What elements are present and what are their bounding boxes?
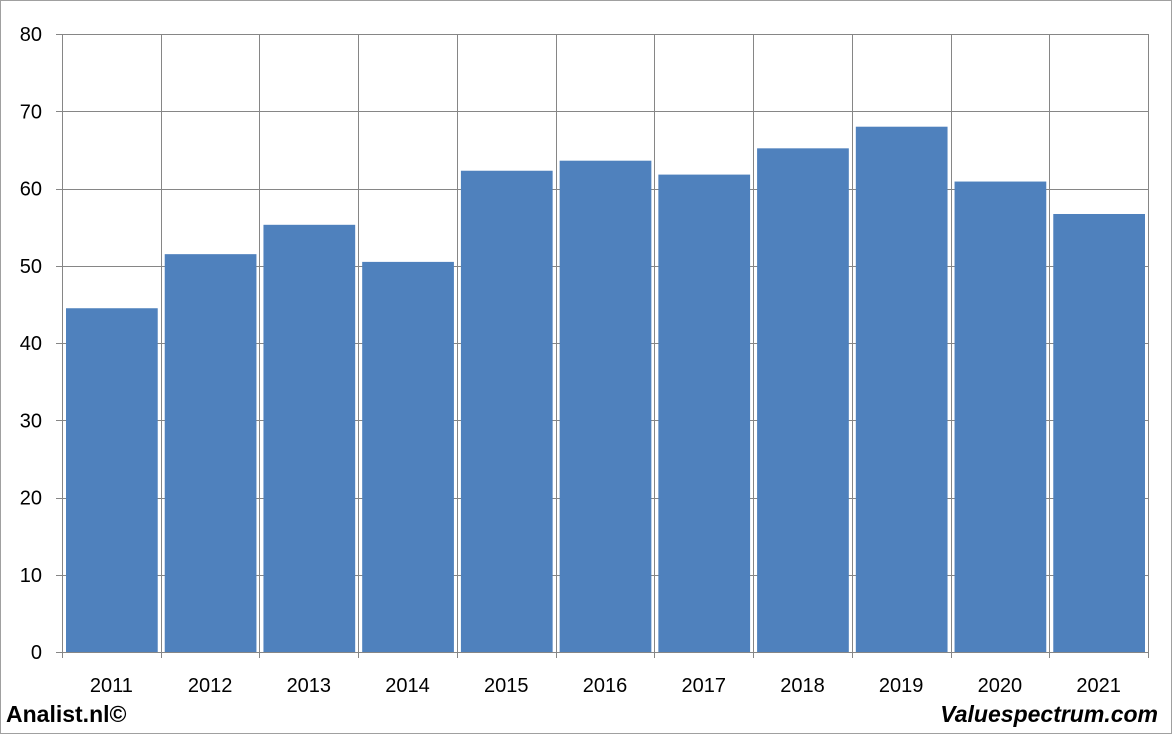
y-tick-label: 80 bbox=[20, 24, 42, 46]
bar-2015 bbox=[460, 170, 553, 653]
bar-2013 bbox=[263, 224, 356, 652]
bar-2012 bbox=[164, 254, 257, 652]
x-tick-label: 2017 bbox=[681, 675, 726, 697]
bar-2020 bbox=[954, 181, 1047, 653]
y-tick-label: 10 bbox=[20, 565, 42, 587]
bar-2021 bbox=[1053, 213, 1145, 652]
y-tick-label: 0 bbox=[31, 642, 42, 664]
y-tick-label: 40 bbox=[20, 333, 42, 355]
x-tick-label: 2011 bbox=[90, 675, 133, 697]
y-tick-labels: 0 10 20 30 40 50 60 70 80 bbox=[20, 24, 42, 664]
x-tick-label: 2014 bbox=[385, 675, 430, 697]
x-tick-labels: 2011 2012 2013 2014 2015 2016 2017 2018 2019 2020… bbox=[90, 675, 1121, 697]
y-tick-label: 60 bbox=[20, 179, 42, 201]
bar-2011 bbox=[66, 308, 158, 652]
bar-2019 bbox=[855, 126, 948, 652]
bar-2017 bbox=[658, 174, 751, 652]
x-tick-label: 2020 bbox=[978, 675, 1023, 697]
axes bbox=[56, 34, 1148, 653]
y-tick-label: 50 bbox=[20, 256, 42, 278]
y-tick-label: 30 bbox=[20, 410, 42, 432]
x-tick-label: 2019 bbox=[879, 675, 924, 697]
bar-2016 bbox=[559, 160, 652, 652]
bar-2018 bbox=[757, 148, 849, 652]
x-tick-label: 2012 bbox=[188, 675, 233, 697]
footer-source-left: Analist.nl© bbox=[6, 701, 127, 727]
bar-2014 bbox=[362, 261, 454, 652]
x-tick-label: 2021 bbox=[1076, 675, 1121, 697]
footer-strip bbox=[1, 702, 1171, 733]
x-tick-label: 2013 bbox=[287, 675, 332, 697]
bar-series bbox=[66, 126, 1145, 653]
x-tick-label: 2016 bbox=[583, 675, 628, 697]
y-tick-label: 70 bbox=[20, 101, 42, 123]
x-tick-label: 2018 bbox=[780, 675, 825, 697]
footer-source-right: Valuespectrum.com bbox=[940, 701, 1158, 727]
x-tick-label: 2015 bbox=[484, 675, 529, 697]
y-tick-label: 20 bbox=[20, 488, 42, 510]
